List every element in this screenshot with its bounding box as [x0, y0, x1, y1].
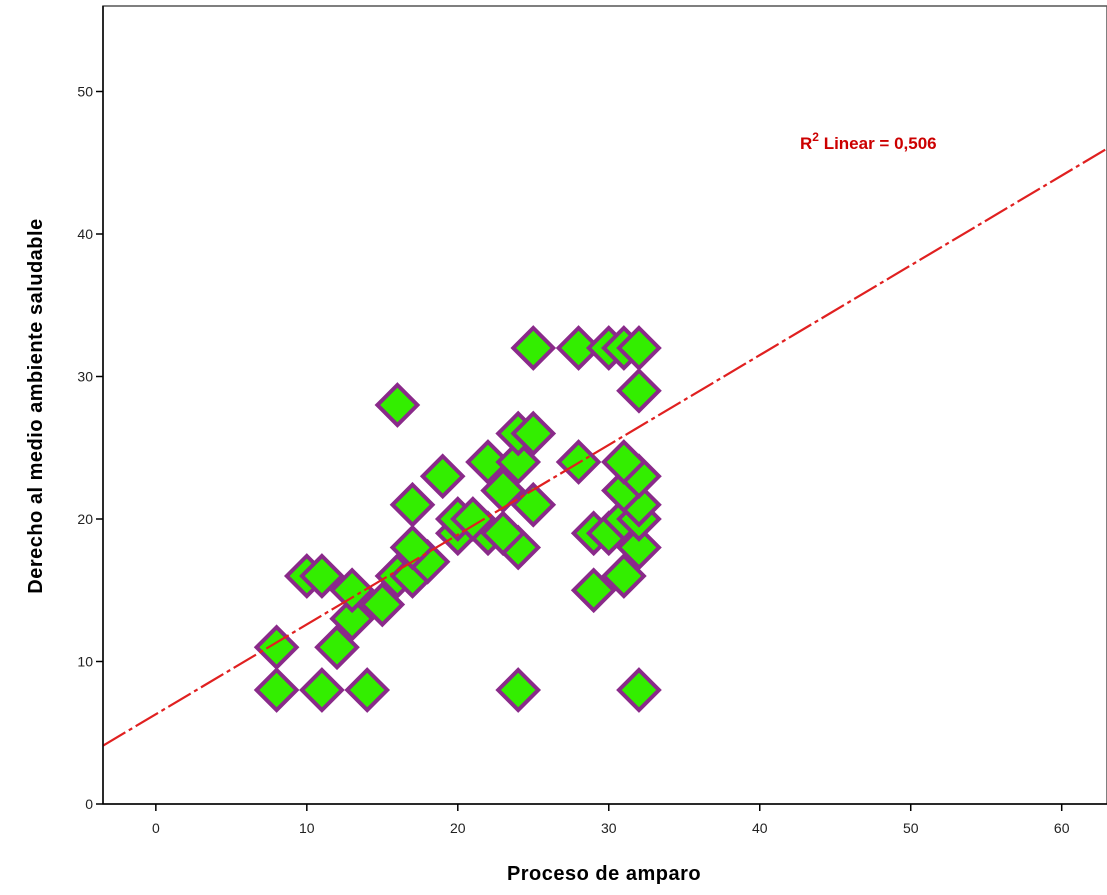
x-tick-label: 0: [152, 820, 160, 836]
data-point: [329, 567, 375, 614]
fit-annotation-main: R: [800, 134, 812, 153]
data-point: [465, 439, 511, 485]
data-point: [253, 667, 300, 713]
fit-line: [102, 147, 1107, 747]
data-point: [450, 496, 496, 542]
data-point: [495, 667, 542, 713]
data-point: [555, 325, 602, 371]
data-point: [616, 524, 662, 571]
data-point: [344, 667, 391, 713]
data-point: [601, 439, 647, 485]
fit-annotation-superscript: 2: [812, 130, 819, 144]
data-point: [601, 553, 647, 599]
data-point: [374, 382, 421, 428]
data-point: [480, 510, 526, 557]
x-tick-label: 20: [450, 820, 466, 836]
x-tick-label: 50: [903, 820, 919, 836]
y-tick-label: 10: [77, 654, 93, 670]
fit-annotation-rest: Linear = 0,506: [819, 134, 937, 153]
plot-frame: [102, 5, 1107, 805]
fit-annotation: R2 Linear = 0,506: [800, 130, 937, 153]
data-point: [616, 325, 662, 371]
x-tick-label: 30: [601, 820, 617, 836]
x-tick-label: 60: [1054, 820, 1070, 836]
data-point: [616, 367, 662, 414]
data-points: [253, 325, 662, 713]
data-point: [299, 553, 345, 599]
data-point: [299, 667, 345, 713]
data-point: [329, 595, 375, 642]
data-point: [570, 567, 617, 614]
data-point: [495, 439, 542, 485]
y-tick-label: 50: [77, 84, 93, 100]
data-point: [314, 624, 360, 671]
y-tick-label: 30: [77, 369, 93, 385]
data-point: [389, 481, 436, 528]
axes: 0 10 20 30 40 50 60 0 10 20 30 40 50: [77, 6, 1107, 836]
data-point: [510, 410, 557, 457]
data-point: [480, 467, 526, 514]
x-tick-label: 10: [299, 820, 315, 836]
data-point: [359, 581, 406, 628]
y-tick-label: 0: [85, 796, 93, 812]
y-axis-title: Derecho al medio ambiente saludable: [25, 218, 47, 593]
x-axis-title: Proceso de amparo: [507, 863, 701, 885]
data-point: [419, 453, 466, 500]
data-point: [389, 524, 436, 571]
y-tick-label: 40: [77, 226, 93, 242]
data-point: [510, 325, 557, 371]
x-tick-label: 40: [752, 820, 768, 836]
y-tick-label: 20: [77, 511, 93, 527]
data-point: [616, 667, 662, 713]
